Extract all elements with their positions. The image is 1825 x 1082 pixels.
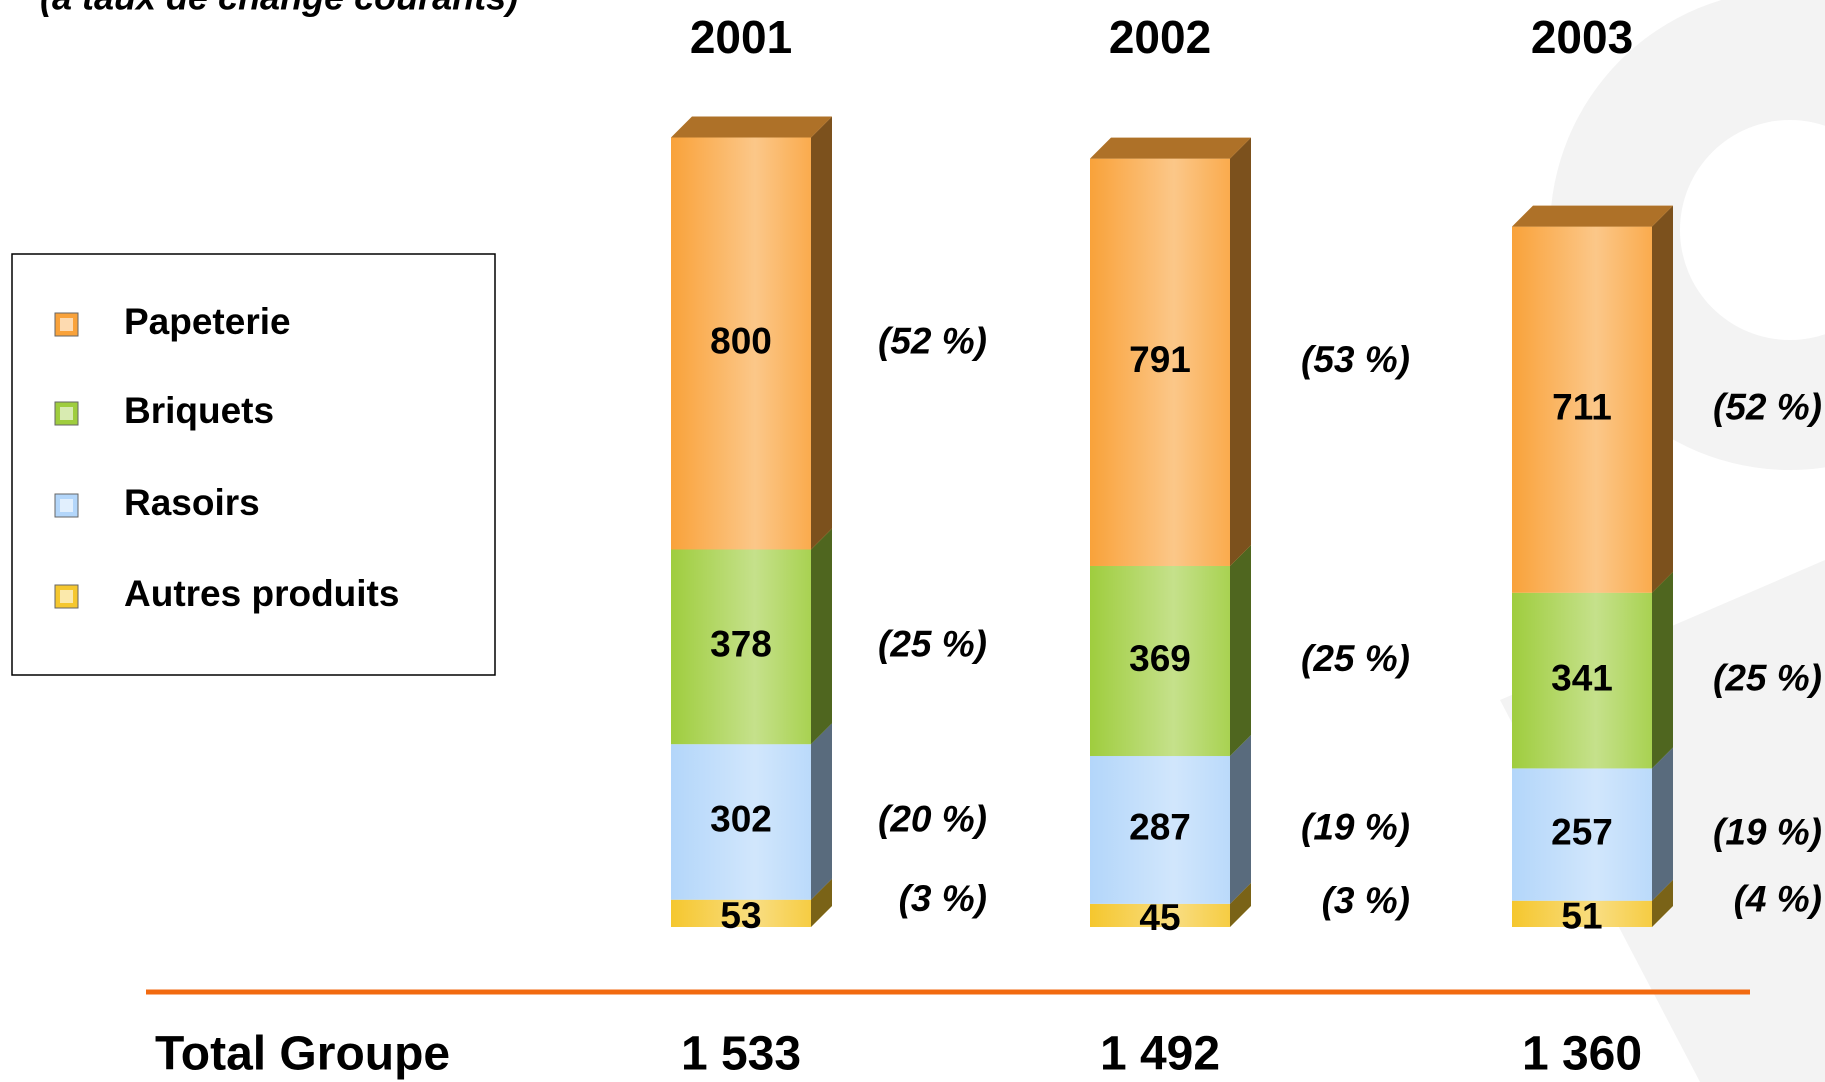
total-value: 1 533	[681, 1028, 801, 1081]
bar-sheen	[1512, 900, 1652, 927]
bar-side-shade	[1230, 544, 1251, 757]
bar-side-shade	[1652, 747, 1673, 901]
share-label: (20 %)	[878, 799, 987, 840]
bar-sheen	[1512, 768, 1652, 901]
value-label: 257	[1551, 811, 1613, 852]
value-label: 302	[710, 799, 772, 840]
value-label: 53	[720, 895, 761, 936]
legend-label: Autres produits	[124, 573, 399, 614]
bar-sheen	[1090, 158, 1230, 566]
legend-swatch-sheen	[60, 407, 73, 420]
share-label: (25 %)	[1713, 657, 1822, 698]
bar-sheen	[1512, 226, 1652, 593]
share-label: (25 %)	[878, 624, 987, 665]
legend-box	[11, 253, 496, 676]
share-label: (19 %)	[1301, 807, 1410, 848]
bar-top	[1090, 137, 1251, 159]
bar-sheen	[1090, 565, 1230, 757]
legend-label: Briquets	[124, 390, 274, 431]
bar-top-shade	[1512, 205, 1673, 227]
value-label: 378	[710, 624, 772, 665]
value-label: 51	[1561, 896, 1602, 937]
bar-sheen	[1090, 756, 1230, 904]
share-label: (53 %)	[1301, 339, 1410, 380]
bar-sheen	[671, 899, 811, 927]
total-value: 1 492	[1100, 1028, 1220, 1081]
legend-label: Papeterie	[124, 301, 291, 342]
share-label: (52 %)	[878, 320, 987, 361]
share-label: (19 %)	[1713, 811, 1822, 852]
legend-label: Rasoirs	[124, 482, 260, 523]
bar-sheen	[671, 744, 811, 900]
bar-side-shade	[811, 723, 832, 900]
value-label: 45	[1139, 897, 1180, 938]
share-label: (25 %)	[1301, 638, 1410, 679]
value-label: 287	[1129, 807, 1191, 848]
legend-swatch-sheen	[60, 318, 73, 331]
total-value: 1 360	[1522, 1028, 1642, 1081]
bar-side-shade	[811, 878, 832, 927]
bar-side-shade	[1652, 879, 1673, 927]
legend-swatch-sheen	[60, 499, 73, 512]
value-label: 711	[1552, 386, 1612, 427]
bar-sheen	[671, 549, 811, 745]
bar-side-shade	[811, 116, 832, 550]
share-label: (4 %)	[1734, 879, 1822, 920]
value-label: 341	[1551, 657, 1613, 698]
bar-side-shade	[811, 528, 832, 745]
bar-sheen	[671, 137, 811, 550]
subtitle: (à taux de change courants)	[40, 0, 518, 18]
value-label: 791	[1129, 339, 1191, 380]
bar-sheen	[1090, 903, 1230, 927]
value-label: 369	[1129, 638, 1191, 679]
bar-top	[671, 116, 832, 138]
bar-top	[1512, 205, 1673, 227]
share-label: (3 %)	[1322, 880, 1410, 921]
bar-side-shade	[1230, 735, 1251, 904]
bar-top-shade	[1090, 137, 1251, 159]
value-label: 800	[710, 320, 772, 361]
legend-swatch-sheen	[60, 590, 73, 603]
bar-side-shade	[1652, 205, 1673, 593]
bar-side-shade	[1230, 882, 1251, 927]
share-label: (52 %)	[1713, 386, 1822, 427]
bar-top-shade	[671, 116, 832, 138]
category-label: 2002	[1109, 11, 1211, 63]
bar-sheen	[1512, 592, 1652, 769]
category-label: 2003	[1531, 11, 1633, 63]
total-label: Total Groupe	[155, 1028, 450, 1081]
share-label: (3 %)	[899, 878, 987, 919]
bar-side-shade	[1652, 571, 1673, 769]
bar-side-shade	[1230, 137, 1251, 566]
category-label: 2001	[690, 11, 792, 63]
